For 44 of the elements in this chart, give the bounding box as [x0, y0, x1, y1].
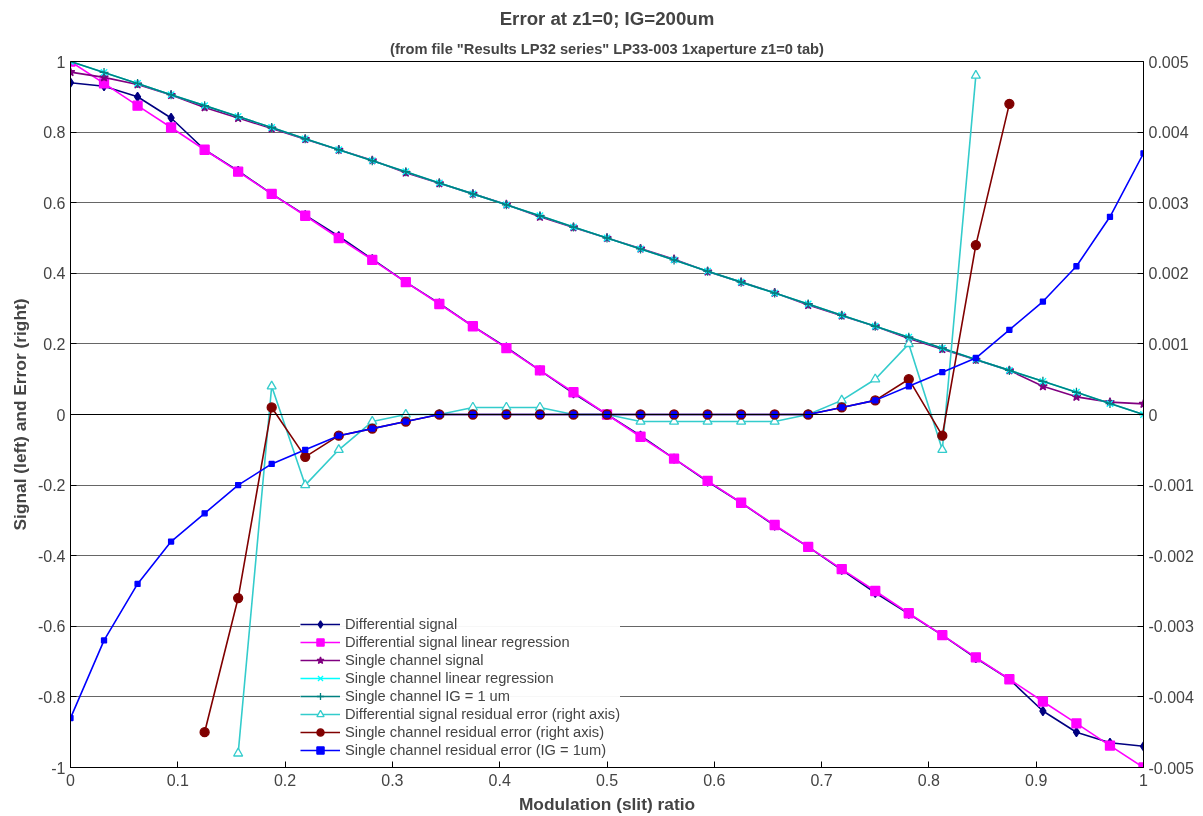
legend-label: Single channel residual error (IG = 1um) [345, 741, 607, 759]
x-tick-label: 0.2 [273, 771, 297, 789]
y2-tick-label: -0.005 [1148, 759, 1194, 777]
x-tick-label: 0.6 [703, 771, 726, 789]
y-tick-label: -0.6 [37, 618, 66, 636]
y-tick-label: -1 [51, 759, 66, 777]
y-tick-label: 0 [56, 406, 66, 424]
legend-label: Differential signal linear regression [345, 633, 570, 651]
legend-label: Single channel linear regression [345, 669, 554, 687]
y2-tick-label: -0.002 [1148, 547, 1194, 565]
y2-tick-label: 0 [1148, 406, 1158, 424]
y-tick-label: 0.8 [43, 124, 66, 142]
legend-label: Single channel signal [345, 651, 484, 669]
x-axis-title: Modulation (slit) ratio [518, 793, 696, 814]
x-tick-label: 0.4 [488, 771, 511, 789]
y-axis-title: Signal (left) and Error (right) [9, 298, 30, 531]
legend-label: Single channel residual error (right axis) [345, 723, 605, 741]
y-tick-label: -0.2 [37, 477, 66, 495]
x-tick-label: 0.1 [166, 771, 190, 789]
x-tick-label: 0.7 [810, 771, 833, 789]
y2-tick-label: 0.004 [1148, 124, 1189, 142]
y-tick-label: 0.6 [43, 194, 66, 212]
x-tick-label: 0.3 [381, 771, 404, 789]
chart-subtitle: (from file "Results LP32 series" LP33-003 1xaperture z1=0 tab) [390, 40, 825, 57]
y-tick-label: 0.4 [43, 265, 66, 283]
y-tick-label: -0.4 [37, 547, 66, 565]
y-tick-label: 0.2 [43, 335, 66, 353]
x-tick-label: 1 [1139, 771, 1149, 789]
x-tick-label: 0.9 [1025, 771, 1048, 789]
y2-tick-label: 0.005 [1148, 53, 1189, 71]
legend-label: Differential signal residual error (right axis) [345, 705, 621, 723]
y-tick-label: -0.8 [37, 688, 66, 706]
y2-tick-label: -0.001 [1148, 477, 1194, 495]
y-tick-label: 1 [56, 53, 66, 71]
y2-tick-label: 0.001 [1148, 335, 1189, 353]
y2-tick-label: -0.004 [1148, 688, 1194, 706]
y2-tick-label: 0.003 [1148, 194, 1189, 212]
legend-label: Differential signal [345, 615, 458, 633]
x-tick-label: 0.8 [917, 771, 941, 789]
legend-label: Single channel IG = 1 um [345, 687, 510, 705]
y2-tick-label: -0.003 [1148, 618, 1194, 636]
y2-tick-label: 0.002 [1148, 265, 1189, 283]
x-tick-label: 0.5 [595, 771, 619, 789]
chart-title: Error at z1=0; IG=200um [499, 7, 715, 29]
